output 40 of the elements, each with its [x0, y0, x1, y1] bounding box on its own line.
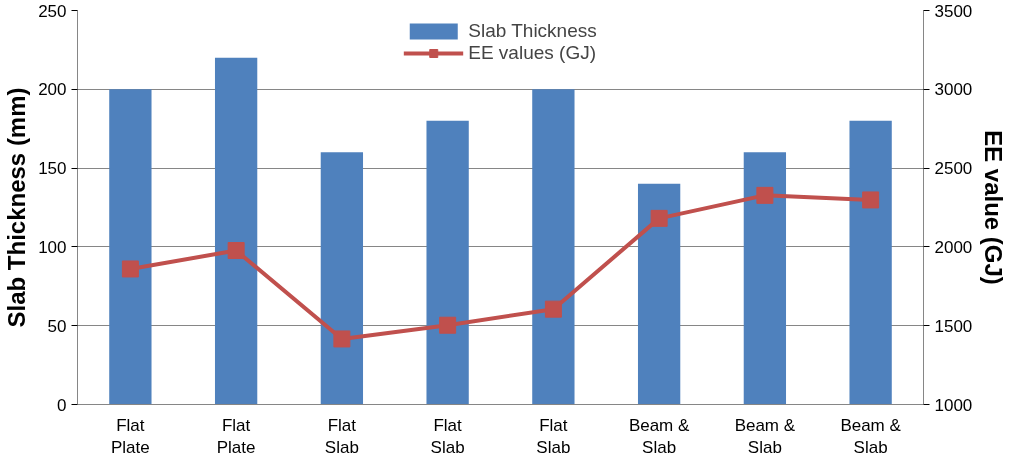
- y-tick-label: 150: [38, 159, 67, 179]
- y2-tick-label: 1000: [934, 395, 973, 415]
- x-tick-label: Flat Plate: [111, 415, 150, 458]
- bar: [320, 152, 364, 405]
- x-tick-label: Flat Plate: [216, 415, 256, 458]
- point: [121, 260, 139, 278]
- y2-tick-label: 3000: [934, 80, 973, 100]
- x-tick-label: Flat Slab: [536, 415, 571, 458]
- bar: [426, 120, 469, 405]
- y-tick-label: 250: [38, 1, 67, 21]
- y-tick-label: 0: [57, 395, 67, 415]
- x-tick-label: Beam & Slab: [628, 415, 691, 458]
- y2-axis-title: EE value (GJ): [980, 130, 1008, 285]
- bar: [849, 120, 892, 405]
- y2-tick-label: 2000: [934, 237, 973, 257]
- y-tick-label: 100: [38, 237, 67, 257]
- legend-label: EE values (GJ): [468, 42, 597, 64]
- x-tick-label: Beam & Slab: [734, 415, 796, 458]
- point: [862, 191, 880, 209]
- x-tick-label: Beam & Slab: [840, 415, 902, 458]
- point: [544, 300, 562, 318]
- bar: [743, 152, 787, 405]
- point: [333, 330, 351, 348]
- point: [756, 186, 774, 204]
- bar: [532, 89, 575, 405]
- x-tick-label: Flat Slab: [324, 415, 359, 458]
- bar: [109, 89, 152, 405]
- y-axis-title: Slab Thickness (mm): [3, 87, 31, 328]
- y-tick-label: 200: [38, 80, 67, 100]
- y2-tick-label: 3500: [934, 1, 973, 21]
- y2-tick-label: 2500: [934, 159, 973, 179]
- y2-tick-label: 1500: [934, 316, 973, 336]
- x-tick-label: Flat Slab: [430, 415, 465, 458]
- bar: [214, 57, 258, 405]
- point: [227, 242, 245, 260]
- point: [650, 209, 668, 227]
- y-tick-label: 50: [47, 316, 67, 336]
- bar: [637, 183, 681, 405]
- legend-label: Slab Thickness: [468, 20, 597, 42]
- point: [439, 316, 457, 334]
